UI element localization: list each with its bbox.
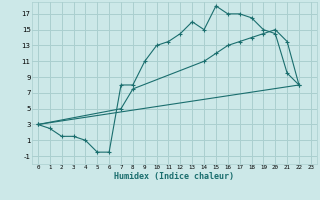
X-axis label: Humidex (Indice chaleur): Humidex (Indice chaleur) bbox=[115, 172, 234, 181]
